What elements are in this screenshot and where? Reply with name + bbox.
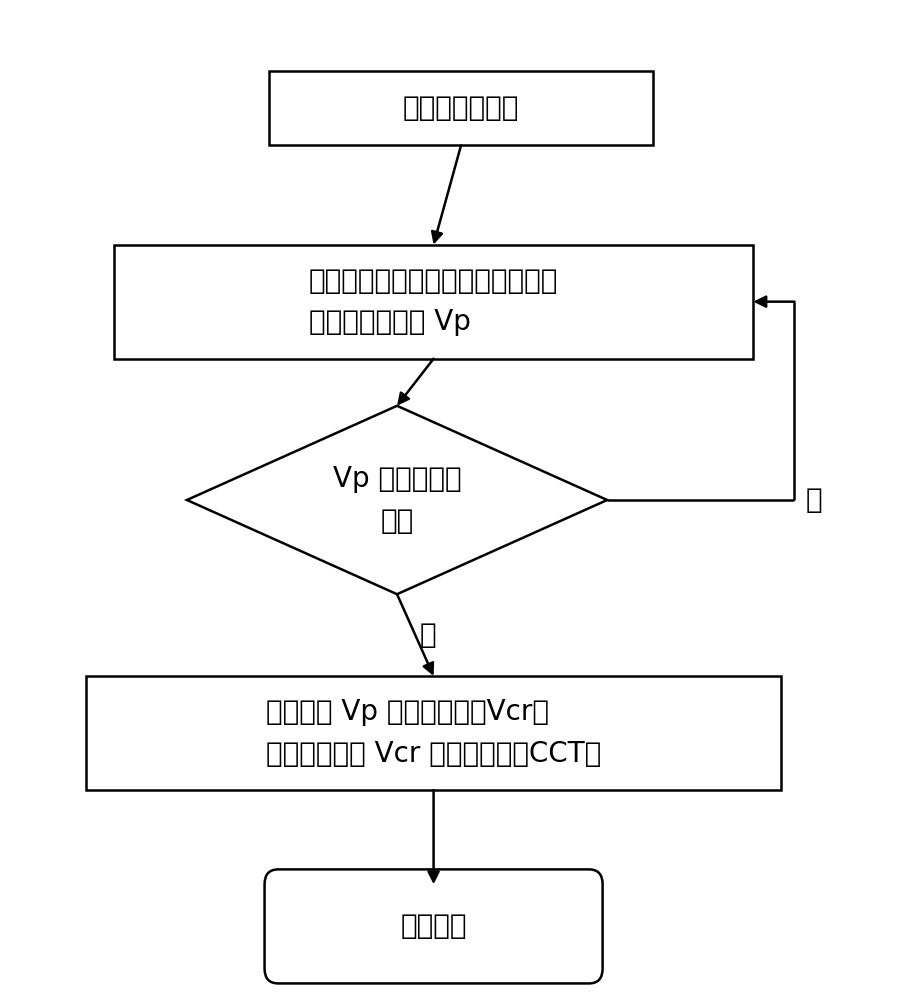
- Text: 计算持续故障下系统运行轨迹和每
一时步系统势能 Vp: 计算持续故障下系统运行轨迹和每 一时步系统势能 Vp: [309, 267, 559, 336]
- FancyBboxPatch shape: [265, 869, 603, 983]
- FancyBboxPatch shape: [269, 71, 653, 145]
- FancyBboxPatch shape: [87, 676, 781, 790]
- Text: 最大势能 Vp 即最大能量：Vcr；
求解最大能量 Vcr 出现的时间：CCT。: 最大势能 Vp 即最大能量：Vcr； 求解最大能量 Vcr 出现的时间：CCT。: [266, 698, 601, 768]
- Text: 是: 是: [420, 621, 436, 649]
- Text: 计算故障前潮流: 计算故障前潮流: [403, 94, 519, 122]
- Polygon shape: [187, 406, 608, 594]
- FancyBboxPatch shape: [113, 245, 753, 359]
- Text: 否: 否: [806, 486, 822, 514]
- Text: Vp 是否达到最
大？: Vp 是否达到最 大？: [333, 465, 461, 535]
- Text: 计算结束: 计算结束: [400, 912, 467, 940]
